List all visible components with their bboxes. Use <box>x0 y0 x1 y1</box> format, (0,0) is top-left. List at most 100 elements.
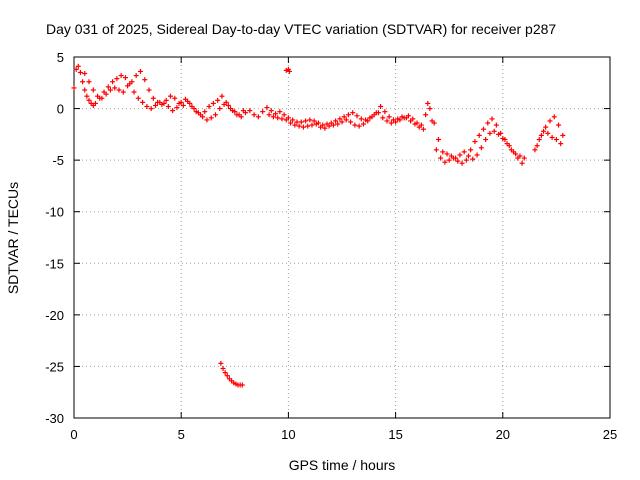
data-point <box>270 114 276 120</box>
data-point <box>350 110 356 116</box>
data-point <box>333 118 339 124</box>
data-point <box>305 123 311 129</box>
data-point <box>240 108 246 114</box>
data-point <box>352 122 358 128</box>
data-point <box>427 106 433 112</box>
data-point <box>77 69 83 75</box>
data-point <box>459 160 465 166</box>
data-point <box>360 121 366 127</box>
data-point <box>457 152 463 158</box>
data-point <box>239 382 245 388</box>
data-point <box>220 365 226 371</box>
data-point <box>534 143 540 149</box>
data-point <box>538 132 544 138</box>
data-point <box>159 101 165 107</box>
data-point <box>273 111 279 117</box>
data-point <box>378 104 384 110</box>
data-point <box>294 119 300 125</box>
data-point <box>429 118 435 124</box>
data-point <box>174 105 180 111</box>
data-point <box>341 114 347 120</box>
data-point <box>204 117 210 123</box>
data-point <box>222 370 228 376</box>
data-point <box>491 128 497 134</box>
data-point <box>86 79 92 85</box>
data-point <box>545 130 551 136</box>
data-point <box>549 134 555 140</box>
data-point <box>309 122 315 128</box>
data-point <box>403 115 409 121</box>
data-point <box>283 117 289 123</box>
data-point <box>95 93 101 99</box>
data-point <box>133 73 139 79</box>
data-point <box>155 99 161 105</box>
data-point <box>90 87 96 93</box>
x-tick-label: 5 <box>178 427 185 442</box>
data-point <box>358 116 364 122</box>
data-point <box>395 116 401 122</box>
data-point <box>547 118 553 124</box>
data-point <box>388 120 394 126</box>
data-point <box>73 66 79 72</box>
x-tick-label: 10 <box>281 427 295 442</box>
data-point <box>489 116 495 122</box>
data-point <box>260 109 266 115</box>
data-point <box>288 120 294 126</box>
data-point <box>266 112 272 118</box>
data-point <box>468 147 474 153</box>
data-point <box>337 116 343 122</box>
data-point <box>382 109 388 115</box>
data-point <box>170 108 176 114</box>
data-point <box>290 117 296 123</box>
data-point <box>450 155 456 161</box>
y-tick-label: 0 <box>57 102 64 117</box>
data-point <box>478 145 484 151</box>
data-point <box>521 155 527 161</box>
data-point <box>444 151 450 157</box>
data-point <box>118 73 124 79</box>
y-tick-label: 5 <box>57 50 64 65</box>
data-point <box>412 121 418 127</box>
y-tick-label: -10 <box>45 205 64 220</box>
y-axis-ticks: 5 0 -5 -10 -15 -20 -25 -30 <box>45 50 610 426</box>
data-point <box>163 97 169 103</box>
data-point <box>416 124 422 130</box>
data-point <box>116 87 122 93</box>
data-point <box>511 149 517 155</box>
data-point <box>560 132 566 138</box>
grid-lines <box>74 57 610 418</box>
data-point <box>180 102 186 108</box>
data-point <box>446 157 452 163</box>
data-point <box>543 124 549 130</box>
data-point <box>75 63 81 69</box>
data-point <box>150 95 156 101</box>
data-point <box>425 100 431 106</box>
data-point <box>86 97 92 103</box>
data-point <box>172 95 178 101</box>
data-point <box>515 155 521 161</box>
data-point <box>487 130 493 136</box>
data-point <box>399 114 405 120</box>
data-point <box>455 158 461 164</box>
data-point <box>223 99 229 105</box>
data-point <box>506 143 512 149</box>
data-point <box>107 87 113 93</box>
data-point <box>390 117 396 123</box>
data-point <box>303 118 309 124</box>
data-point <box>335 121 341 127</box>
data-points <box>71 63 566 388</box>
x-tick-label: 20 <box>496 427 510 442</box>
data-point <box>498 130 504 136</box>
y-tick-label: -5 <box>52 153 64 168</box>
data-point <box>232 109 238 115</box>
data-point <box>135 95 141 101</box>
data-point <box>210 100 216 106</box>
plot-frame <box>73 56 611 419</box>
data-point <box>146 87 152 93</box>
data-point <box>343 117 349 123</box>
data-point <box>311 118 317 124</box>
data-point <box>440 149 446 155</box>
data-point <box>556 122 562 128</box>
data-point <box>373 110 379 116</box>
data-point <box>122 75 128 81</box>
